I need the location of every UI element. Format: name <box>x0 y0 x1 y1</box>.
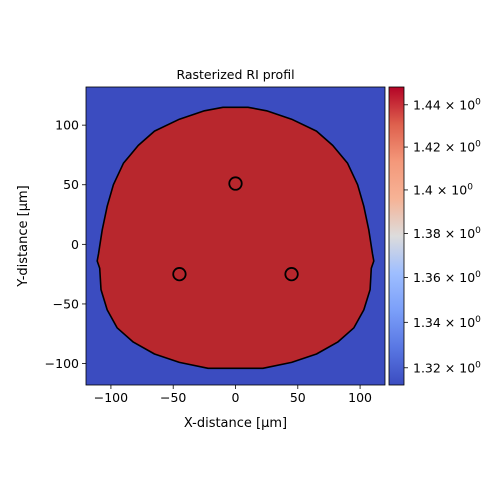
y-axis: −100 −50 0 50 100 <box>45 118 86 371</box>
x-tick-label: −50 <box>160 390 186 405</box>
colorbar-ticks: 1.32 × 100 1.34 × 100 1.36 × 100 1.38 × 100… <box>404 97 481 375</box>
colorbar-tick-label: 1.34 × 100 <box>413 315 481 330</box>
colorbar-tick-label: 1.38 × 100 <box>413 226 481 241</box>
y-tick-label: −100 <box>45 356 79 371</box>
x-tick-label: 100 <box>348 390 372 405</box>
x-axis-label: X-distance [μm] <box>184 416 287 431</box>
colorbar-tick-label: 1.32 × 100 <box>413 360 481 375</box>
regions-layer <box>96 106 375 370</box>
region-cladding <box>96 106 375 370</box>
colorbar-tick-label: 1.42 × 100 <box>413 140 481 155</box>
y-axis-label: Y-distance [μm] <box>16 185 31 287</box>
y-tick-label: 50 <box>63 177 79 192</box>
y-tick-label: 0 <box>71 237 79 252</box>
y-tick-label: 100 <box>55 118 79 133</box>
region-core-left <box>172 267 187 282</box>
x-tick-label: −100 <box>94 390 128 405</box>
colorbar-tick-label: 1.44 × 100 <box>413 97 481 112</box>
colorbar-tick-label: 1.4 × 100 <box>413 182 473 197</box>
region-core-top <box>228 176 243 191</box>
x-tick-label: 50 <box>290 390 306 405</box>
chart-title: Rasterized RI profil <box>176 67 294 82</box>
x-axis: −100 −50 0 50 100 <box>94 385 372 405</box>
x-tick-label: 0 <box>232 390 240 405</box>
colorbar-tick-label: 1.36 × 100 <box>413 270 481 285</box>
y-tick-label: −50 <box>53 296 79 311</box>
colorbar <box>388 86 405 386</box>
region-core-right <box>284 267 299 282</box>
